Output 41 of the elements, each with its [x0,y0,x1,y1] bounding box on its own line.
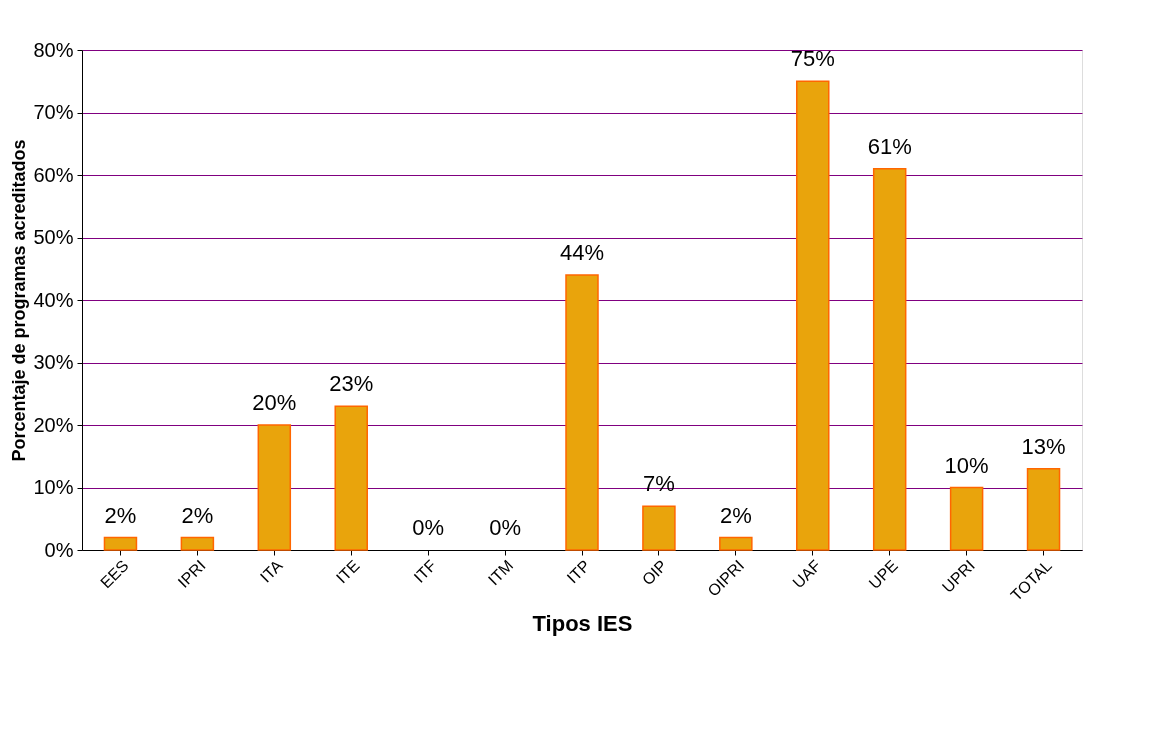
y-tick-label: 70% [33,101,74,123]
x-tick-label: EES [97,556,132,592]
data-label: 0% [489,515,521,540]
data-label: 13% [1021,433,1066,459]
data-label: 0% [412,515,445,540]
bar [1026,468,1061,551]
bar [103,536,138,551]
bar [334,405,368,551]
y-tick-label: 10% [33,476,74,498]
x-tick-label: ITF [410,556,440,586]
y-tick-label: 60% [33,163,74,186]
x-tick-label: ITP [563,556,594,587]
data-label: 10% [944,452,989,478]
x-tick-label: ITM [484,556,517,589]
data-label: 2% [181,502,214,528]
x-tick-label: ITE [332,556,363,587]
data-label: 61% [867,133,912,159]
data-label: 44% [559,240,605,265]
bar [872,168,907,551]
data-label: 23% [329,371,374,397]
y-tick-label: 80% [33,38,74,61]
y-tick-label: 20% [33,413,74,436]
bar [949,486,984,551]
y-tick-label: 50% [33,226,74,248]
data-label: 2% [719,502,752,528]
data-label: 20% [252,390,297,415]
x-axis-title: Tipos IES [532,611,633,637]
y-tick-label: 40% [33,288,74,311]
bar [796,80,830,551]
bar [257,424,292,551]
data-label: 75% [790,46,835,72]
y-axis-title: Porcentaje de programas acreditados [9,139,30,462]
bar [642,505,676,551]
data-label: 2% [104,502,137,528]
bar [180,536,215,551]
bar [719,536,753,551]
x-tick-label: ITA [256,556,286,586]
x-tick-label: OIP [638,556,671,589]
bar [565,274,599,551]
y-tick-label: 0% [44,538,74,561]
y-tick-label: 30% [33,351,74,373]
